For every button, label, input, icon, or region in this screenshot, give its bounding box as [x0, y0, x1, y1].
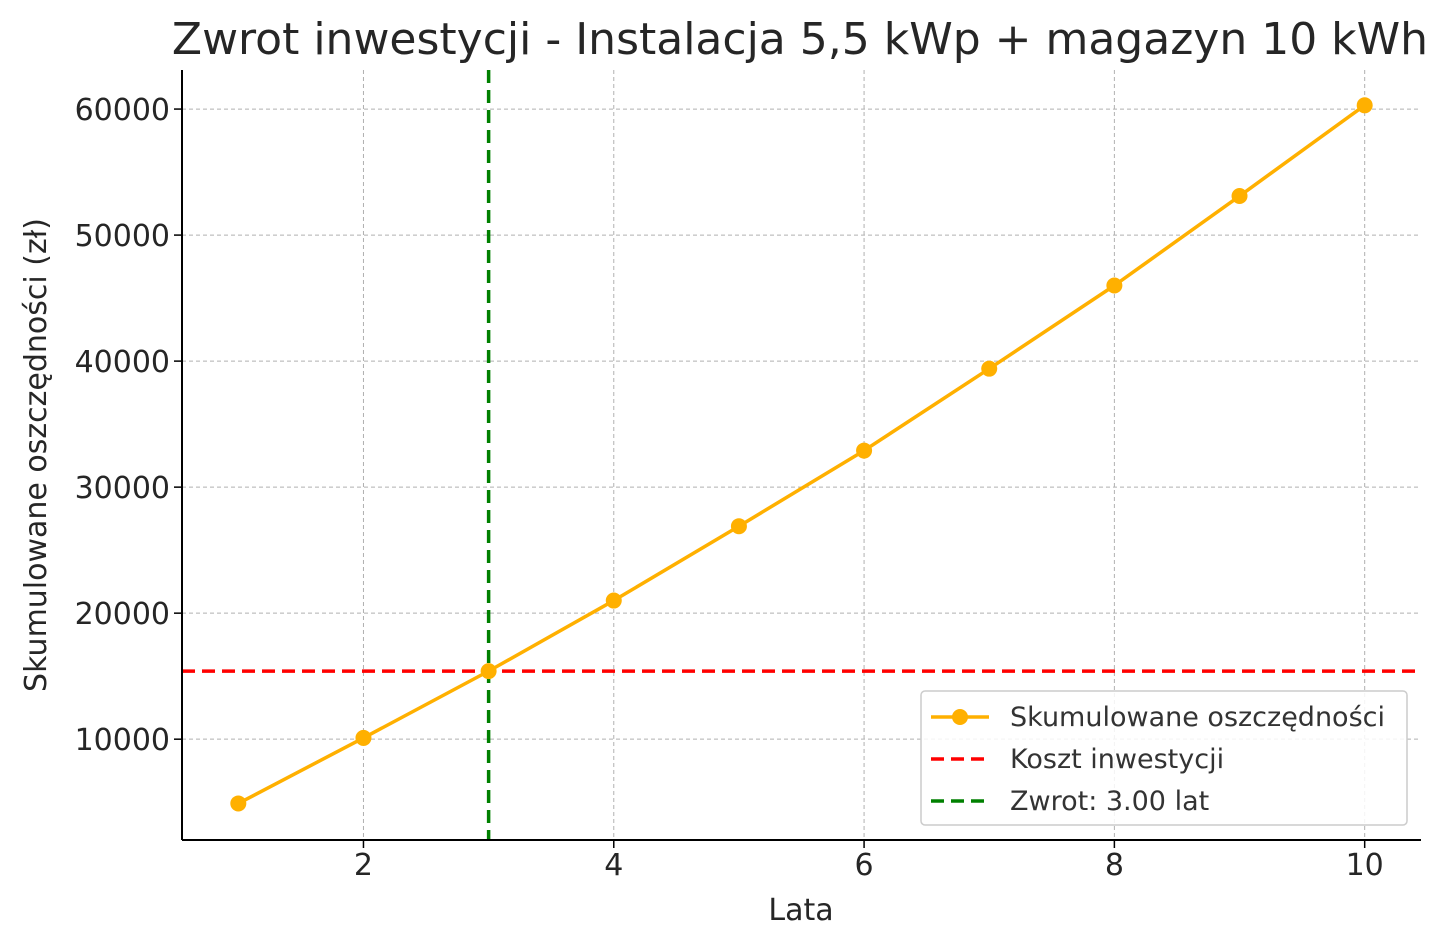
x-tick-label: 6: [855, 848, 874, 883]
legend-label: Koszt inwestycji: [1010, 744, 1224, 775]
legend-box: [920, 690, 1408, 826]
legend: Skumulowane oszczędności Koszt inwestycji…: [920, 690, 1408, 826]
y-tick-label: 40000: [75, 345, 170, 380]
chart-title: Zwrot inwestycji - Instalacja 5,5 kWp + …: [172, 14, 1428, 65]
legend-swatch-marker: [952, 709, 968, 725]
y-tick-label: 30000: [75, 471, 170, 506]
y-tick-label: 10000: [75, 723, 170, 758]
y-tick-label: 50000: [75, 219, 170, 254]
legend-label: Skumulowane oszczędności: [1010, 702, 1385, 733]
x-tick-label: 2: [354, 848, 373, 883]
data-point: [355, 729, 372, 746]
series-layer: [230, 97, 1373, 812]
data-point: [1106, 277, 1123, 294]
data-point: [1356, 97, 1373, 114]
y-tick-label: 60000: [75, 93, 170, 128]
reference-lines: [182, 70, 1421, 840]
series-line: [237, 103, 1366, 806]
axes: [181, 70, 1421, 841]
x-tick-label: 10: [1346, 848, 1384, 883]
data-point: [230, 795, 247, 812]
data-point: [480, 663, 497, 680]
x-axis-title: Lata: [768, 893, 833, 928]
y-tick-label: 20000: [75, 597, 170, 632]
data-point: [605, 592, 622, 609]
x-tick-label: 4: [604, 848, 623, 883]
ticks: 2 4 6 8 10 10000 20000 30000 40000 50000 60000: [75, 93, 1384, 883]
data-point: [1231, 188, 1248, 205]
data-point: [856, 442, 873, 459]
x-tick-label: 8: [1105, 848, 1124, 883]
data-point: [730, 518, 747, 535]
data-point: [981, 360, 998, 377]
y-axis-title: Skumulowane oszczędności (zł): [19, 218, 54, 692]
legend-label: Zwrot: 3.00 lat: [1010, 786, 1209, 817]
